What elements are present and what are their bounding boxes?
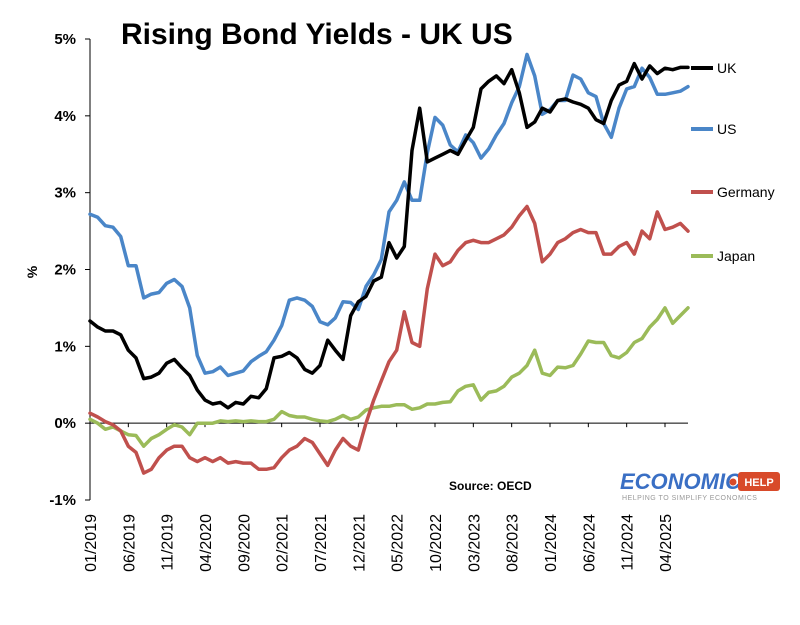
series-line-japan [88,306,690,448]
x-tick-label: 01/2019 [83,514,100,572]
x-tick-label: 04/2025 [658,514,675,572]
logo-badge-text: HELP [744,477,773,489]
x-tick-label: 03/2023 [466,514,483,572]
y-tick-label: 2% [54,262,76,279]
x-tick-label: 04/2020 [198,514,215,572]
chart-title: Rising Bond Yields - UK US [121,18,513,51]
x-tick-label: 06/2019 [121,514,138,572]
x-tick-label: 06/2024 [581,514,598,572]
x-tick-label: 10/2022 [428,514,445,572]
y-tick-label: 4% [54,108,76,125]
source-label: Source: OECD [449,479,532,493]
series-line-germany [88,204,690,475]
logo-dot [729,478,737,486]
logo-tagline: HELPING TO SIMPLIFY ECONOMICS [622,495,757,502]
legend-label-germany: Germany [717,184,775,200]
x-tick-label: 02/2021 [275,514,292,572]
series-lines [88,52,690,475]
x-axis-ticks: 01/2019 06/2019 11/2019 04/2020 09/2020 02/20… [83,423,675,572]
legend-label-japan: Japan [717,248,755,264]
economics-help-logo: ECONOMICS HELP HELPING TO SIMPLIFY ECONO… [620,469,780,502]
y-tick-label: 3% [54,185,76,202]
legend: UK US Germany Japan [691,60,775,264]
x-tick-label: 11/2024 [620,514,637,571]
x-tick-label: 12/2021 [351,514,368,572]
x-tick-label: 08/2023 [505,514,522,572]
x-tick-label: 11/2019 [160,514,177,571]
y-axis-label: % [24,265,40,278]
series-line-uk [88,61,690,410]
y-tick-label: 0% [54,415,76,432]
x-tick-label: 01/2024 [543,514,560,572]
legend-label-uk: UK [717,60,737,76]
y-tick-label: 1% [54,338,76,355]
x-tick-label: 07/2021 [313,514,330,572]
series-line-us [88,52,690,378]
logo-badge [738,472,780,491]
y-tick-label: -1% [49,492,76,509]
y-tick-label: 5% [54,31,76,48]
legend-label-us: US [717,121,736,137]
x-tick-label: 05/2022 [390,514,407,572]
y-axis-ticks: -1% 0% 1% 2% 3% 4% 5% [49,31,90,509]
x-tick-label: 09/2020 [236,514,253,572]
